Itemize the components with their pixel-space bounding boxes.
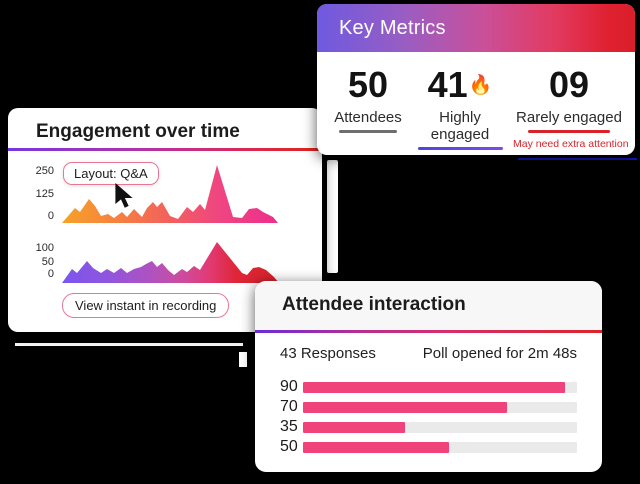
stat-attendees: 50 Attendees (325, 66, 411, 133)
gradient-divider (255, 330, 602, 333)
stat-warning-note: May need extra attention (513, 137, 629, 150)
card-title: Attendee interaction (282, 294, 466, 315)
card-title: Key Metrics (339, 17, 446, 39)
poll-bar-chart: 90 70 35 50 (280, 377, 577, 457)
responses-count: 43 Responses (280, 345, 376, 362)
bar-track (303, 381, 577, 393)
poll-bar-row: 35 (280, 417, 577, 437)
card-header: Attendee interaction (255, 281, 602, 330)
bar-fill (303, 421, 405, 433)
poll-bar-row: 90 (280, 377, 577, 397)
bar-value-label: 50 (280, 438, 298, 455)
poll-bar-row: 50 (280, 437, 577, 457)
stat-label: Highly engaged (430, 109, 490, 144)
stat-label: Attendees (334, 109, 402, 127)
stat-value: 50 (347, 64, 389, 105)
poll-bar-row: 70 (280, 397, 577, 417)
stat-highly-engaged: 41🔥 Highly engaged (413, 66, 507, 150)
bar-fill (303, 381, 566, 393)
y-axis-tick: 0 (47, 210, 54, 222)
bar-value-label: 35 (280, 418, 298, 435)
gradient-divider (8, 148, 322, 151)
key-metrics-card: Key Metrics 50 Attendees 41🔥 Highly enga… (317, 4, 635, 155)
bar-track (303, 401, 577, 413)
stat-label: Rarely engaged (516, 109, 622, 127)
y-axis-tick: 0 (47, 268, 54, 280)
attendee-interaction-card: Attendee interaction 43 Responses Poll o… (255, 281, 602, 472)
mouse-cursor-icon (115, 183, 133, 208)
y-axis-tick: 100 (35, 242, 54, 254)
stat-underline (528, 130, 610, 133)
stat-underline (339, 130, 397, 133)
card-title: Engagement over time (36, 121, 240, 142)
bar-fill (303, 401, 508, 413)
stat-value: 41🔥 (427, 64, 493, 105)
bar-track (303, 441, 577, 453)
poll-timer: Poll opened for 2m 48s (422, 345, 577, 362)
white-line-artifact (15, 343, 243, 346)
y-axis-tick: 125 (35, 188, 54, 200)
engagement-over-time-card: Engagement over time 250 125 0 100 50 0 (8, 108, 322, 332)
bar-track (303, 421, 577, 433)
stat-value: 09 (548, 64, 590, 105)
view-instant-in-recording-button[interactable]: View instant in recording (62, 293, 230, 318)
blue-line-artifact (518, 158, 637, 160)
engagement-area-chart-lower (62, 242, 279, 283)
bar-value-label: 70 (280, 398, 298, 415)
stat-underline (417, 147, 503, 150)
white-nub-artifact (239, 352, 247, 367)
fire-icon: 🔥 (468, 75, 493, 96)
white-strip-artifact (327, 160, 338, 273)
engagement-area-chart-upper (62, 165, 278, 223)
y-axis-tick: 250 (35, 165, 54, 177)
bar-fill (303, 441, 449, 453)
layout-tooltip: Layout: Q&A (63, 162, 159, 185)
card-header: Key Metrics (317, 4, 635, 52)
bar-value-label: 90 (280, 378, 298, 395)
y-axis-tick: 50 (41, 256, 54, 268)
poll-summary-row: 43 Responses Poll opened for 2m 48s (280, 345, 577, 362)
stat-rarely-engaged: 09 Rarely engaged May need extra attenti… (513, 64, 629, 150)
